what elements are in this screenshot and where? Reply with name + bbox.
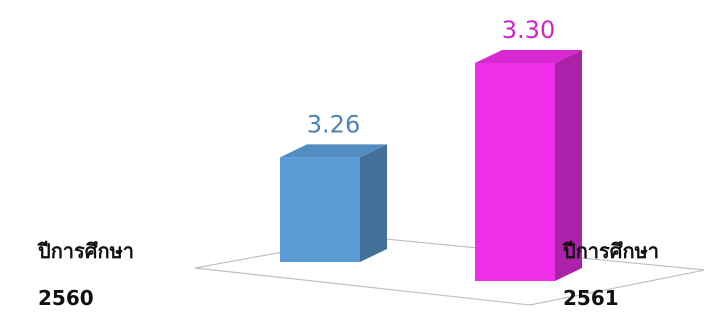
bar-front-face — [280, 157, 360, 262]
bar-side-face — [360, 144, 387, 262]
bar-1 — [280, 144, 387, 262]
bar-front-face — [475, 63, 555, 281]
category-label-1-line2: 2560 — [38, 286, 94, 310]
bars-layer — [280, 50, 582, 281]
bar-2 — [475, 50, 582, 281]
bar-top-face — [280, 144, 387, 158]
bar-top-face — [475, 50, 582, 63]
value-label-2: 3.30 — [502, 16, 555, 44]
category-label-2-line2: 2561 — [563, 286, 619, 310]
value-label-1: 3.26 — [307, 110, 360, 138]
bar-side-face — [555, 50, 582, 281]
category-label-2-line1: ปีการศึกษา — [562, 239, 659, 263]
category-label-1-line1: ปีการศึกษา — [37, 239, 134, 263]
labels-layer: 3.26 3.30 ปีการศึกษา 2560 ปีการศึกษา 2561 — [37, 16, 659, 310]
